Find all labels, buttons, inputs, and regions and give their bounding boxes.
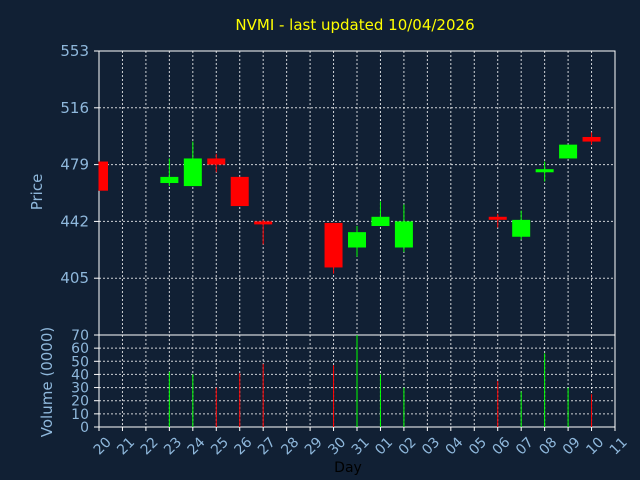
- x-tick-label: 05: [466, 434, 490, 458]
- x-tick-label: 10: [583, 434, 607, 458]
- x-tick-label: 03: [419, 434, 443, 458]
- x-tick-label: 31: [349, 434, 373, 458]
- volume-tick-label: 10: [71, 407, 89, 423]
- price-tick-label: 479: [60, 156, 89, 174]
- x-tick-label: 20: [91, 434, 115, 458]
- candle-body: [324, 222, 343, 268]
- x-tick-label: 24: [185, 434, 209, 458]
- volume-tick-label: 40: [71, 367, 89, 383]
- price-panel: 553 516 479 442 405 Price: [28, 42, 616, 336]
- x-tick-label: 30: [325, 434, 349, 458]
- x-tick-label: 07: [513, 434, 537, 458]
- volume-tick-label: 50: [71, 354, 89, 370]
- candle-body: [394, 221, 413, 248]
- x-tick-label: 02: [396, 434, 420, 458]
- x-tick-label: 06: [490, 434, 514, 458]
- price-grid: [99, 51, 615, 335]
- price-tick-label: 516: [60, 99, 89, 117]
- x-tick-label: 22: [138, 434, 162, 458]
- candle-body: [254, 221, 273, 225]
- x-tick-label: 29: [302, 434, 326, 458]
- chart-title: NVMI - last updated 10/04/2026: [235, 16, 474, 34]
- volume-tick-label: 60: [71, 341, 89, 357]
- candle-body: [207, 158, 226, 165]
- candle-body: [348, 232, 366, 248]
- candles: [98, 132, 601, 274]
- volume-tick-label: 30: [71, 381, 89, 397]
- price-axis-label: Price: [28, 174, 46, 211]
- x-tick-label: 01: [372, 434, 396, 458]
- price-tick-label: 442: [60, 212, 89, 230]
- volume-tick-label: 0: [80, 420, 89, 436]
- x-tick-label: 25: [208, 434, 232, 458]
- x-tick-label: 09: [560, 434, 584, 458]
- x-tick-label: 23: [161, 434, 185, 458]
- candle-body: [99, 161, 108, 191]
- x-ticks: 20 21 22 23 24 25 26 27 28 29 30 31 01 02 03 04 05 06 07 08…: [91, 427, 631, 458]
- candle-body: [488, 216, 507, 220]
- x-tick-label: 26: [232, 434, 256, 458]
- x-axis-label: Day: [334, 460, 362, 476]
- candle-body: [512, 219, 531, 237]
- volume-tick-label: 20: [71, 394, 89, 410]
- candle-body: [559, 144, 578, 159]
- candle-body: [183, 158, 202, 187]
- candle-body: [160, 176, 179, 184]
- x-tick-label: 28: [278, 434, 302, 458]
- x-tick-label: 08: [536, 434, 560, 458]
- candle-body: [535, 169, 554, 173]
- x-tick-label: 04: [443, 434, 467, 458]
- volume-tick-label: 70: [71, 328, 89, 344]
- x-tick-label: 11: [607, 434, 631, 458]
- x-tick-label: 21: [114, 434, 138, 458]
- candle-body: [582, 136, 601, 142]
- volume-bars: [168, 335, 593, 427]
- candle-body: [230, 176, 249, 207]
- price-tick-label: 553: [60, 42, 89, 60]
- candle-body: [371, 216, 390, 227]
- price-tick-label: 405: [60, 269, 89, 287]
- volume-axis-label: Volume (0000): [38, 327, 56, 437]
- price-y-ticks: 553 516 479 442 405: [60, 42, 99, 287]
- x-tick-label: 27: [255, 434, 279, 458]
